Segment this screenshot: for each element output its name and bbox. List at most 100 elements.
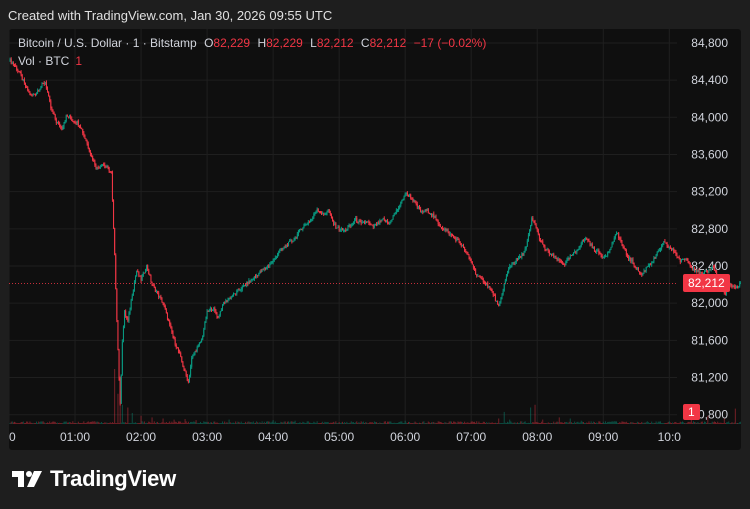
volume-bar (478, 421, 480, 424)
volume-bar (656, 422, 658, 424)
candle-body (247, 281, 249, 285)
candle-body (275, 257, 277, 259)
tradingview-logo[interactable]: TradingView (12, 466, 176, 492)
volume-bar (712, 422, 714, 424)
candle-body (515, 258, 517, 263)
volume-bar (26, 421, 28, 424)
volume-bar (425, 423, 427, 424)
volume-bar (187, 421, 189, 424)
candle-body (217, 316, 219, 318)
candle-body (26, 86, 28, 88)
candle-body (210, 308, 212, 311)
candle-body (282, 248, 284, 250)
candle-body (442, 228, 444, 230)
candle-body (417, 206, 419, 208)
volume-bar (626, 422, 628, 424)
volume-bar (368, 423, 370, 424)
volume-bar (299, 422, 301, 424)
volume-bar (95, 422, 97, 424)
candle-body (131, 295, 133, 301)
volume-bar (628, 423, 630, 424)
candle-body (274, 257, 276, 259)
volume-bar (562, 422, 564, 424)
volume-bar (602, 421, 604, 424)
volume-label[interactable]: Vol · BTC (18, 54, 70, 68)
volume-bar (106, 422, 108, 424)
candle-body (281, 248, 283, 250)
volume-bar (637, 422, 639, 424)
candle-body (618, 233, 620, 239)
candle-body (449, 233, 451, 235)
candle-body (48, 92, 50, 96)
candle-body (288, 241, 290, 247)
candle-body (575, 251, 577, 253)
candle-body (374, 223, 376, 225)
candle-body (119, 378, 121, 404)
candle-body (405, 192, 407, 194)
candle-body (560, 261, 562, 263)
volume-bar (163, 422, 165, 424)
volume-bar (164, 422, 166, 424)
volume-bar (693, 421, 695, 424)
volume-bar (421, 423, 423, 424)
candle-body (619, 238, 621, 240)
candle-body (531, 218, 533, 226)
volume-bar (468, 423, 470, 424)
volume-bar (139, 423, 141, 424)
volume-bar (260, 423, 262, 424)
candle-body (476, 274, 478, 276)
volume-bar (388, 421, 390, 424)
volume-bar (531, 423, 533, 424)
candle-body (319, 211, 321, 214)
volume-bar (624, 422, 626, 424)
volume-bar (569, 418, 571, 424)
candle-body (523, 251, 525, 255)
candle-body (604, 256, 606, 258)
volume-bar (241, 423, 243, 424)
volume-bar (151, 417, 153, 424)
candle-body (201, 339, 203, 343)
y-tick-label: 81,200 (691, 371, 728, 385)
volume-bar (417, 423, 419, 424)
volume-bar (49, 421, 51, 424)
candle-body (285, 244, 287, 248)
candle-body (433, 213, 435, 218)
volume-bar (323, 423, 325, 424)
x-tick-label: 10:0 (658, 430, 682, 444)
candle-body (465, 250, 467, 252)
candle-body (656, 252, 658, 256)
candle-body (454, 237, 456, 239)
candle-body (334, 223, 336, 225)
volume-bar (10, 421, 12, 424)
low-label: L (310, 36, 317, 50)
volume-bar (370, 422, 372, 424)
volume-bar (524, 421, 526, 424)
candle-body (256, 275, 258, 277)
volume-bar (34, 423, 36, 424)
chart-frame[interactable]: 84,800 84,400 84,000 83,600 83,200 82,800 82,4… (9, 29, 741, 450)
volume-bar (137, 423, 139, 424)
volume-bar (41, 421, 43, 424)
volume-bar (55, 423, 57, 424)
volume-bar (488, 422, 490, 424)
candle-body (368, 221, 370, 223)
candle-body (387, 221, 389, 224)
volume-bar (88, 422, 90, 424)
candle-body (307, 222, 309, 225)
volume-bar (124, 422, 126, 424)
volume-bar (542, 419, 544, 424)
candle-body (92, 155, 94, 161)
price-chart[interactable]: 84,800 84,400 84,000 83,600 83,200 82,800 82,4… (9, 29, 741, 450)
candle-body (557, 258, 559, 261)
candle-body (592, 246, 594, 249)
volume-bar (672, 422, 674, 424)
volume-bar (252, 421, 254, 424)
volume-bar (723, 418, 725, 424)
symbol-label[interactable]: Bitcoin / U.S. Dollar · 1 · Bitstamp (18, 36, 197, 50)
candle-body (165, 309, 167, 313)
candle-body (38, 90, 40, 92)
volume-bar (423, 421, 425, 424)
volume-bar (578, 422, 580, 424)
candle-body (177, 347, 179, 352)
candle-body (545, 249, 547, 251)
